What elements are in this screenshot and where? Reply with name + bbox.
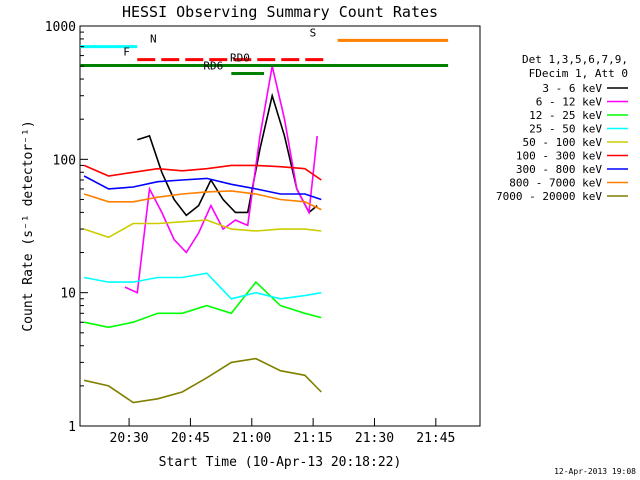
flag-label-rd0: RD0 (230, 52, 250, 65)
series-line-8 (83, 357, 322, 404)
legend-header: FDecim 1, Att 0 (529, 67, 628, 80)
y-tick-label: 100 (53, 153, 76, 168)
series-line-3 (83, 272, 322, 300)
legend-entry-3: 25 - 50 keV (529, 123, 602, 136)
legend-entry-2: 12 - 25 keV (529, 109, 602, 122)
flag-label-rd6: RD6 (203, 60, 223, 73)
x-tick-label: 21:45 (416, 431, 455, 446)
legend-entry-8: 7000 - 20000 keV (496, 190, 602, 203)
chart-title: HESSI Observing Summary Count Rates (122, 3, 438, 21)
flag-label-n: N (150, 33, 157, 46)
series-line-0 (137, 92, 318, 217)
y-axis-label: Count Rate (s⁻¹ detector⁻¹) (21, 120, 36, 331)
legend-entry-5: 100 - 300 keV (516, 150, 602, 163)
plot-frame (79, 25, 481, 427)
legend: Det 1,3,5,6,7,9,FDecim 1, Att 0 3 - 6 keV… (496, 53, 628, 203)
x-tick-label: 21:00 (232, 431, 271, 446)
series-line-1 (124, 65, 318, 294)
timestamp: 12-Apr-2013 19:08 (554, 467, 636, 476)
legend-entry-4: 50 - 100 keV (523, 136, 603, 149)
series-line-5 (83, 164, 322, 181)
series-line-4 (83, 219, 322, 239)
legend-entry-6: 300 - 800 keV (516, 163, 602, 176)
x-tick-label: 20:30 (110, 431, 149, 446)
legend-entry-0: 3 - 6 keV (542, 82, 602, 95)
series-line-2 (83, 280, 322, 329)
legend-entry-1: 6 - 12 keV (536, 96, 603, 109)
legend-entry-7: 800 - 7000 keV (509, 177, 602, 190)
series-layer (83, 65, 322, 404)
flag-label-s: S (310, 26, 317, 39)
flag-label-f: F (123, 46, 130, 59)
x-tick-label: 20:45 (171, 431, 210, 446)
x-axis-label: Start Time (10-Apr-13 20:18:22) (159, 455, 402, 470)
y-tick-label: 1000 (45, 20, 76, 35)
tick-layer: 20:30 20:45 21:00 21:15 21:30 21:45 1 10 100 1000 (45, 20, 456, 446)
x-tick-label: 21:15 (294, 431, 333, 446)
x-tick-label: 21:30 (355, 431, 394, 446)
series-line-7 (83, 190, 322, 211)
legend-header: Det 1,3,5,6,7,9, (522, 53, 628, 66)
y-tick-label: 10 (60, 287, 76, 302)
y-tick-label: 1 (68, 420, 76, 435)
flag-layer: N F RD0 RD6 S (80, 26, 449, 76)
series-line-6 (83, 175, 322, 201)
